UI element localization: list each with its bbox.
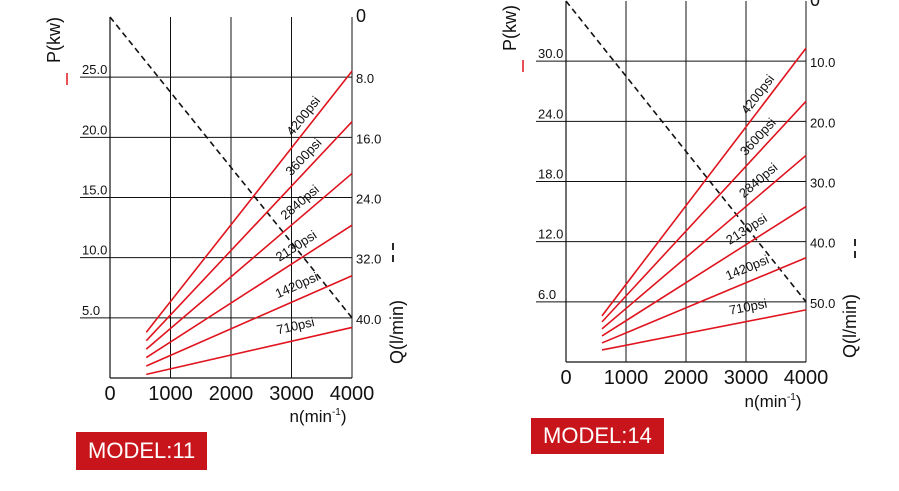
y-right-tick-label: 40.0 <box>356 312 381 327</box>
series-label: 2840psi <box>736 160 780 201</box>
power-line-3600psi <box>601 100 807 323</box>
series-label: 2840psi <box>278 182 322 223</box>
model-label-14: MODEL:14 <box>531 418 664 454</box>
x-tick-label: 2000 <box>209 383 254 405</box>
x-tick-label: 0 <box>560 367 571 389</box>
y-left-tick-label: 20.0 <box>82 122 107 137</box>
y-left-tick-label: 5.0 <box>82 303 100 318</box>
power-line-1420psi <box>145 274 353 367</box>
power-line-710psi <box>146 326 353 376</box>
y-left-tick-label: 15.0 <box>82 183 107 198</box>
y-right-tick-label: 0 <box>810 0 820 10</box>
series-label: 1420psi <box>723 252 771 283</box>
power-line-1420psi <box>601 256 807 344</box>
y-axis-label-right: Q(l/min) <box>840 294 860 358</box>
y-right-tick-label: 10.0 <box>810 55 835 70</box>
x-tick-label: 0 <box>104 383 115 405</box>
y-right-tick-label: 16.0 <box>356 131 381 146</box>
x-axis-label: n(min-1) <box>289 407 346 426</box>
power-line-2840psi <box>145 172 353 350</box>
power-line-2130psi <box>601 205 807 337</box>
x-axis-label: n(min-1) <box>744 392 801 411</box>
chart-0: 5.0 10.0 15.0 20.0 25.0 0 8.0 16.0 24.0 32.0 40.0 0… <box>44 6 407 426</box>
model-label-11: MODEL:11 <box>76 432 208 470</box>
power-line-710psi <box>601 309 807 351</box>
y-left-tick-label: 30.0 <box>538 46 563 61</box>
y-right-tick-label: 24.0 <box>356 192 381 207</box>
y-left-tick-label: 10.0 <box>82 243 107 258</box>
y-axis-label-right: Q(l/min) <box>387 300 407 364</box>
power-line-2130psi <box>145 224 353 359</box>
x-tick-label: 4000 <box>330 383 375 405</box>
y-right-tick-label: 32.0 <box>356 252 381 267</box>
x-tick-label: 1000 <box>148 383 193 405</box>
y-left-tick-label: 24.0 <box>538 106 563 121</box>
y-right-tick-label: 0 <box>356 6 366 26</box>
power-line-4200psi <box>145 70 353 333</box>
power-line-3600psi <box>145 121 353 342</box>
x-tick-label: 3000 <box>269 383 314 405</box>
y-left-tick-label: 12.0 <box>538 227 563 242</box>
y-axis-label-left: P(kw) <box>44 17 64 63</box>
power-line-4200psi <box>601 47 807 317</box>
y-left-tick-label: 18.0 <box>538 167 563 182</box>
series-label: 2130psi <box>273 227 320 264</box>
x-tick-label: 2000 <box>664 367 709 389</box>
flow-line <box>565 0 807 303</box>
series-label: 1420psi <box>273 269 321 301</box>
x-tick-label: 1000 <box>604 367 649 389</box>
y-right-tick-label: 20.0 <box>810 115 835 130</box>
x-tick-label: 3000 <box>724 367 769 389</box>
power-line-2840psi <box>601 154 807 330</box>
y-left-tick-label: 6.0 <box>538 287 556 302</box>
series-label: 710psi <box>728 296 769 318</box>
y-right-tick-label: 30.0 <box>810 176 835 191</box>
y-right-tick-label: 8.0 <box>356 71 374 86</box>
y-right-tick-label: 40.0 <box>810 236 835 251</box>
y-left-tick-label: 25.0 <box>82 62 107 77</box>
y-axis-label-left: P(kw) <box>500 5 520 51</box>
y-right-tick-label: 50.0 <box>810 296 835 311</box>
x-tick-label: 4000 <box>784 367 829 389</box>
flow-line <box>109 16 353 319</box>
chart-1: 6.0 12.0 18.0 24.0 30.0 0 10.0 20.0 30.0 40.0 50.0… <box>500 0 860 411</box>
